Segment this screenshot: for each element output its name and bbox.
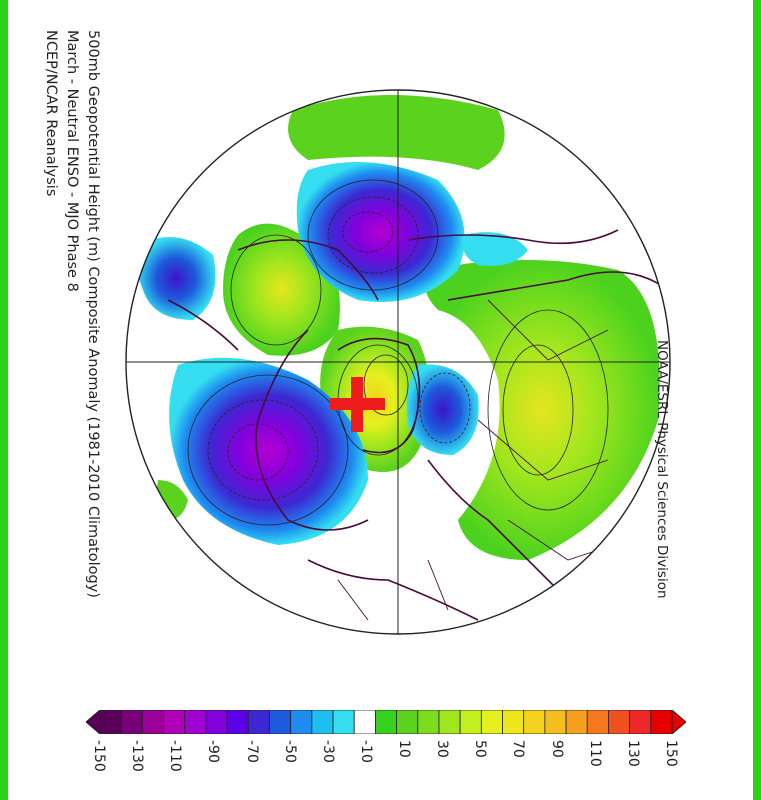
colorbar-swatch bbox=[650, 710, 673, 734]
colorbar-swatch bbox=[311, 710, 334, 734]
colorbar-swatch bbox=[396, 710, 419, 734]
colorbar-tick-label: 110 bbox=[586, 740, 603, 767]
colorbar-swatch bbox=[247, 710, 270, 734]
colorbar-swatch bbox=[565, 710, 588, 734]
positive-anomaly-europe bbox=[424, 260, 660, 560]
red-plus-marker bbox=[330, 377, 385, 432]
colorbar-tick-label: 130 bbox=[624, 740, 641, 767]
colorbar-tick-label: -70 bbox=[243, 740, 260, 763]
colorbar-tick-label: -130 bbox=[129, 740, 146, 772]
colorbar-swatch bbox=[332, 710, 355, 734]
colorbar-swatch bbox=[480, 710, 503, 734]
colorbar-arrow-low bbox=[86, 710, 101, 734]
colorbar-swatch bbox=[141, 710, 164, 734]
colorbar-swatch bbox=[290, 710, 313, 734]
colorbar-swatch bbox=[353, 710, 376, 734]
figure-frame: 500mb Geopotential Height (m) Composite … bbox=[8, 0, 753, 800]
colorbar-tick-label: -110 bbox=[167, 740, 184, 772]
colorbar-swatch bbox=[184, 710, 207, 734]
colorbar-swatch bbox=[629, 710, 652, 734]
colorbar-swatch bbox=[99, 710, 122, 734]
colorbar-tick-label: -10 bbox=[357, 740, 374, 763]
negative-anomaly-pacific bbox=[169, 357, 368, 545]
colorbar-swatch bbox=[608, 710, 631, 734]
credit-text: NOAA/ESRL Physical Sciences Division bbox=[654, 340, 670, 599]
colorbar-swatch bbox=[523, 710, 546, 734]
negative-anomaly-siberia bbox=[296, 162, 465, 302]
coastlines bbox=[167, 229, 669, 621]
colorbar-swatch bbox=[438, 710, 461, 734]
colorbar-tick-label: -90 bbox=[205, 740, 222, 763]
colorbar-swatch bbox=[502, 710, 525, 734]
colorbar-swatch bbox=[417, 710, 440, 734]
colorbar-swatch bbox=[375, 710, 397, 734]
contour-lines bbox=[187, 179, 609, 526]
colorbar-tick-label: 70 bbox=[510, 740, 527, 758]
colorbar-tick-label: 30 bbox=[434, 740, 451, 758]
colorbar-tick-label: 150 bbox=[663, 740, 679, 767]
colorbar-swatch bbox=[120, 710, 143, 734]
colorbar-arrow-high bbox=[671, 710, 686, 734]
colorbar-tick-label: -50 bbox=[281, 740, 298, 763]
colorbar-swatch bbox=[205, 710, 228, 734]
colorbar-swatch bbox=[459, 710, 482, 734]
color-bar bbox=[86, 710, 686, 734]
colorbar-swatch bbox=[544, 710, 567, 734]
colorbar-tick-label: -30 bbox=[319, 740, 336, 763]
map-boundary bbox=[125, 89, 671, 635]
colorbar-swatch bbox=[269, 710, 292, 734]
colorbar-tick-label: 50 bbox=[472, 740, 489, 758]
negative-anomaly-northeast bbox=[462, 232, 528, 266]
colorbar-swatch bbox=[163, 710, 186, 734]
colorbar-swatch bbox=[586, 710, 609, 734]
colorbar-tick-label: 90 bbox=[548, 740, 565, 758]
positive-anomaly-top bbox=[288, 95, 505, 170]
colorbar-swatch bbox=[226, 710, 249, 734]
polar-map bbox=[125, 89, 671, 635]
colorbar-tick-label: -150 bbox=[91, 740, 107, 772]
negative-anomaly-westpac bbox=[136, 237, 216, 320]
colorbar-tick-label: 10 bbox=[396, 740, 413, 758]
